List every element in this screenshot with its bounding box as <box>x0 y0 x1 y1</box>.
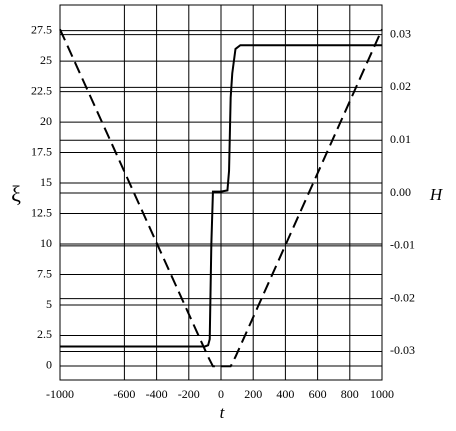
y-tick-label: 10 <box>40 236 52 250</box>
y-tick-label: 0 <box>46 358 52 372</box>
x-tick-label: 400 <box>276 387 294 401</box>
x-tick-label: 800 <box>341 387 359 401</box>
y-tick-label: 5 <box>46 297 52 311</box>
y2-tick-label: 0.02 <box>390 79 411 93</box>
y-tick-label: 12.5 <box>31 205 52 219</box>
y-tick-label: 7.5 <box>37 266 52 280</box>
x-axis-label: t <box>220 403 226 422</box>
x-tick-label: 1000 <box>370 387 394 401</box>
y2-tick-label: 0.01 <box>390 132 411 146</box>
x-tick-label: 600 <box>309 387 327 401</box>
y2-tick-label: 0.00 <box>390 185 411 199</box>
y2-tick-label: 0.03 <box>390 26 411 40</box>
y-tick-label: 25 <box>40 53 52 67</box>
x-tick-label: 0 <box>218 387 224 401</box>
x-tick-label: -600 <box>113 387 135 401</box>
y-tick-label: 15 <box>40 175 52 189</box>
x-tick-label: -400 <box>146 387 168 401</box>
series-line <box>59 28 383 368</box>
x-tick-label: -200 <box>178 387 200 401</box>
x-tick-label: -1000 <box>46 387 74 401</box>
y2-tick-label: -0.02 <box>390 290 415 304</box>
y2-tick-label: -0.01 <box>390 238 415 252</box>
y-axis-label: ξ <box>11 181 21 206</box>
y-tick-label: 17.5 <box>31 144 52 158</box>
y2-tick-label: -0.03 <box>390 343 415 357</box>
series-line <box>60 44 382 348</box>
y-tick-label: 22.5 <box>31 83 52 97</box>
y2-axis-label: H <box>429 185 444 204</box>
y-tick-label: 2.5 <box>37 327 52 341</box>
x-tick-label: 200 <box>244 387 262 401</box>
y-tick-label: 27.5 <box>31 22 52 36</box>
y-tick-label: 20 <box>40 114 52 128</box>
